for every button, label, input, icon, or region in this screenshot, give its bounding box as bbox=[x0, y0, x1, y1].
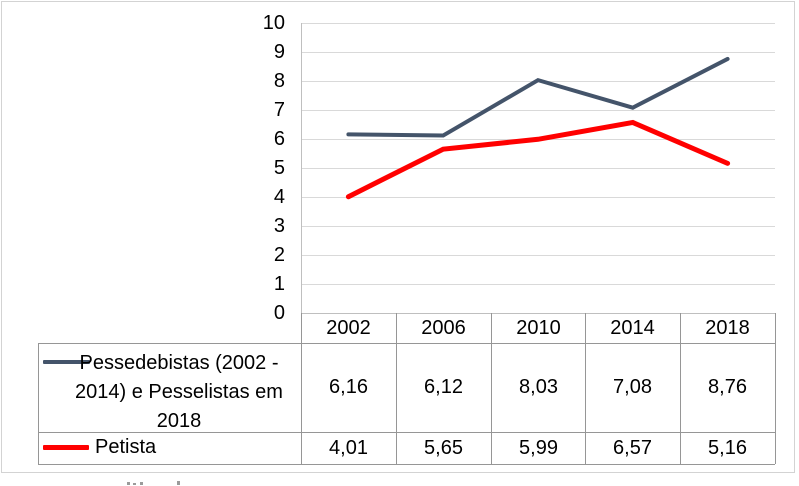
x-category-label-2014: 2014 bbox=[610, 317, 655, 339]
series-line-1 bbox=[345, 119, 731, 200]
x-category-label-2006: 2006 bbox=[421, 317, 466, 339]
x-category-label-2018: 2018 bbox=[705, 317, 750, 339]
x-category-label-2002: 2002 bbox=[326, 317, 371, 339]
y-tick-label-9: 9 bbox=[273, 41, 285, 63]
y-tick-label-1: 1 bbox=[273, 273, 285, 295]
y-tick-label-6: 6 bbox=[273, 128, 285, 150]
y-tick-label-10: 10 bbox=[262, 12, 285, 34]
table-value-cell: 8,03 bbox=[519, 376, 558, 398]
table-value-cell: 4,01 bbox=[329, 437, 368, 459]
table-value-cell: 6,57 bbox=[613, 437, 652, 459]
cut-off-text-fragment bbox=[140, 482, 143, 485]
series-2-name-label: Petista bbox=[95, 436, 157, 458]
table-value-cell: 5,65 bbox=[424, 437, 463, 459]
table-value-cell: 8,76 bbox=[708, 376, 747, 398]
table-value-cell: 6,16 bbox=[329, 376, 368, 398]
table-value-cell: 7,08 bbox=[613, 376, 652, 398]
cut-off-text-fragment bbox=[127, 482, 130, 485]
table-value-cell: 5,99 bbox=[519, 437, 558, 459]
y-tick-label-2: 2 bbox=[273, 244, 285, 266]
cut-off-text-fragment bbox=[177, 481, 180, 485]
series-1-name-label: Pessedebistas (2002 - 2014) e Pesselista… bbox=[75, 352, 283, 432]
x-category-label-2010: 2010 bbox=[516, 317, 561, 339]
cut-off-text-fragment bbox=[133, 483, 136, 485]
y-tick-label-0: 0 bbox=[273, 302, 285, 324]
y-tick-label-5: 5 bbox=[273, 157, 285, 179]
y-tick-label-3: 3 bbox=[273, 215, 285, 237]
y-tick-label-7: 7 bbox=[273, 99, 285, 121]
table-value-cell: 5,16 bbox=[708, 437, 747, 459]
y-tick-label-8: 8 bbox=[273, 70, 285, 92]
chart-frame-border bbox=[1, 1, 795, 473]
series-2-legend-key-icon bbox=[43, 445, 89, 450]
table-value-cell: 6,12 bbox=[424, 376, 463, 398]
series-line-0 bbox=[346, 56, 730, 138]
series-1-legend-key-icon bbox=[43, 360, 90, 364]
y-tick-label-4: 4 bbox=[273, 186, 285, 208]
